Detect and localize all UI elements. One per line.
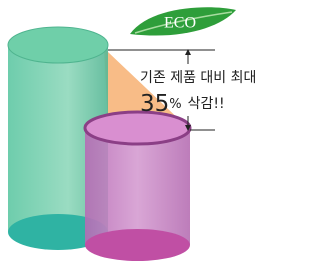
eco-cylinder — [85, 112, 190, 261]
percent-number: 35 — [140, 91, 169, 117]
percent-unit: % — [169, 97, 181, 112]
badge-text: ECO — [164, 15, 196, 32]
eco-badge: ECO — [130, 7, 236, 35]
caption-line: 기존 제품 대비 최대 — [140, 70, 256, 86]
caption-highlight: 35% 삭감!! — [140, 91, 225, 117]
caption-suffix: 삭감!! — [188, 96, 225, 112]
infographic: ECO 기존 제품 대비 최대 35% 삭감!! — [0, 0, 290, 266]
